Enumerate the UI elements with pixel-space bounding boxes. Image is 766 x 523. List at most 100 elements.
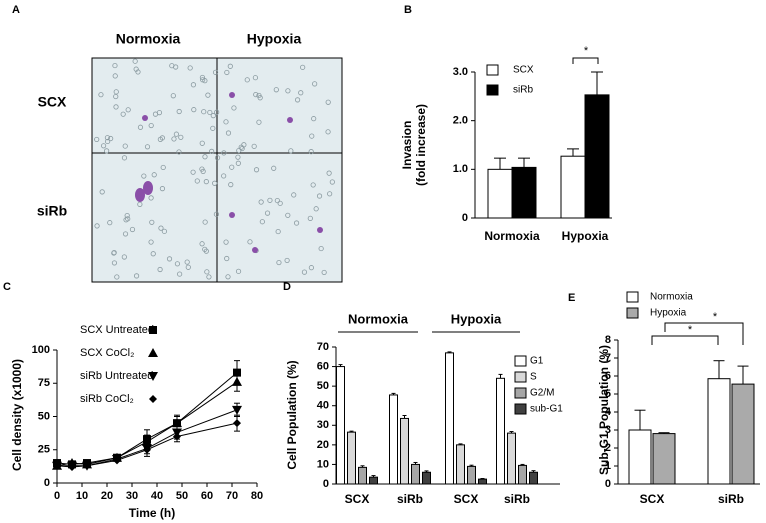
x-tick-label: siRb: [718, 492, 744, 506]
marker: [172, 418, 182, 428]
cell: [158, 225, 164, 231]
bar: [518, 464, 527, 485]
legend-label: SCX Untreated: [80, 324, 154, 336]
significance-bracket: [664, 322, 744, 345]
cell: [129, 226, 136, 233]
bar: [445, 352, 454, 485]
cell: [98, 92, 104, 98]
cell: [313, 206, 319, 212]
legend-label: G1: [530, 356, 544, 367]
cell: [144, 144, 151, 150]
legend-swatch: [486, 64, 499, 76]
cell: [176, 108, 182, 115]
panel-letter: B: [404, 4, 412, 16]
cell: [264, 210, 271, 216]
x-tick-label: SCX: [640, 492, 665, 506]
cell: [291, 192, 297, 198]
bar: [369, 476, 378, 485]
cell: [190, 82, 197, 88]
cell: [166, 256, 173, 262]
cell: [122, 231, 129, 237]
y-tick-label: 2: [605, 442, 611, 454]
cell: [214, 155, 221, 161]
cell: [184, 259, 190, 265]
bar: [358, 466, 367, 485]
cell: [257, 95, 263, 101]
cell: [112, 62, 118, 69]
cell: [224, 69, 230, 76]
legend-marker: [149, 395, 157, 403]
bar: [584, 94, 610, 219]
x-tick-label: 80: [251, 490, 263, 502]
cell: [133, 273, 140, 279]
group-label: Hypoxia: [451, 311, 502, 326]
cell: [316, 193, 323, 199]
panel-letter: A: [12, 4, 20, 16]
cell: [125, 216, 131, 222]
cell: [231, 105, 237, 111]
cell: [225, 130, 232, 136]
x-tick-label: 30: [126, 490, 138, 502]
cell: [190, 169, 196, 175]
y-axis-label: Sub-G1 Population (%): [597, 345, 611, 475]
y-tick-label: 6: [605, 370, 611, 382]
cell: [122, 143, 128, 149]
bar: [628, 429, 652, 485]
cell: [203, 179, 209, 185]
y-tick-label: 40: [317, 400, 329, 412]
cell: [159, 135, 165, 141]
bar: [496, 377, 505, 485]
cell: [273, 87, 279, 93]
cell: [285, 88, 291, 94]
stained-cell: [229, 92, 235, 98]
bar: [511, 166, 537, 219]
y-axis-label: (fold increase): [414, 104, 428, 186]
column-label: Normoxia: [116, 31, 181, 47]
x-tick-label: 0: [54, 490, 60, 502]
cell: [185, 264, 191, 270]
marker: [68, 463, 76, 472]
y-tick-label: 10: [317, 458, 329, 470]
cell: [141, 173, 147, 179]
cell: [221, 150, 227, 156]
cell: [202, 219, 208, 225]
cell: [200, 77, 206, 83]
significance-bracket: [572, 57, 599, 64]
y-tick-label: 20: [317, 439, 329, 451]
marker: [83, 461, 91, 470]
cell: [253, 167, 260, 173]
cell: [298, 90, 304, 96]
y-tick-label: 1.0: [453, 163, 468, 175]
cell: [100, 143, 107, 149]
cell: [223, 119, 229, 125]
cell: [227, 63, 233, 69]
cell: [325, 129, 331, 135]
cell: [284, 257, 290, 264]
cell: [194, 178, 200, 184]
cell: [148, 195, 154, 201]
cell: [199, 241, 205, 247]
group-label: Normoxia: [348, 311, 409, 326]
stained-cell: [143, 181, 153, 195]
cell: [150, 251, 156, 257]
cell: [301, 269, 308, 275]
y-tick-label: 2.0: [453, 115, 468, 127]
cell: [277, 200, 283, 206]
legend-label: Normoxia: [650, 292, 693, 303]
cell: [251, 143, 257, 149]
cell: [120, 111, 126, 117]
bar: [560, 155, 586, 219]
cell: [235, 154, 241, 160]
x-tick-label: 40: [151, 490, 163, 502]
y-tick-label: 0: [462, 212, 468, 224]
marker: [143, 445, 151, 454]
cell: [149, 219, 155, 225]
cell: [221, 173, 227, 179]
bar: [411, 463, 420, 485]
cell: [210, 113, 216, 119]
legend-swatch: [514, 403, 527, 415]
cell: [171, 136, 177, 142]
cell: [271, 165, 277, 171]
bar: [707, 378, 731, 485]
cell: [114, 274, 120, 280]
